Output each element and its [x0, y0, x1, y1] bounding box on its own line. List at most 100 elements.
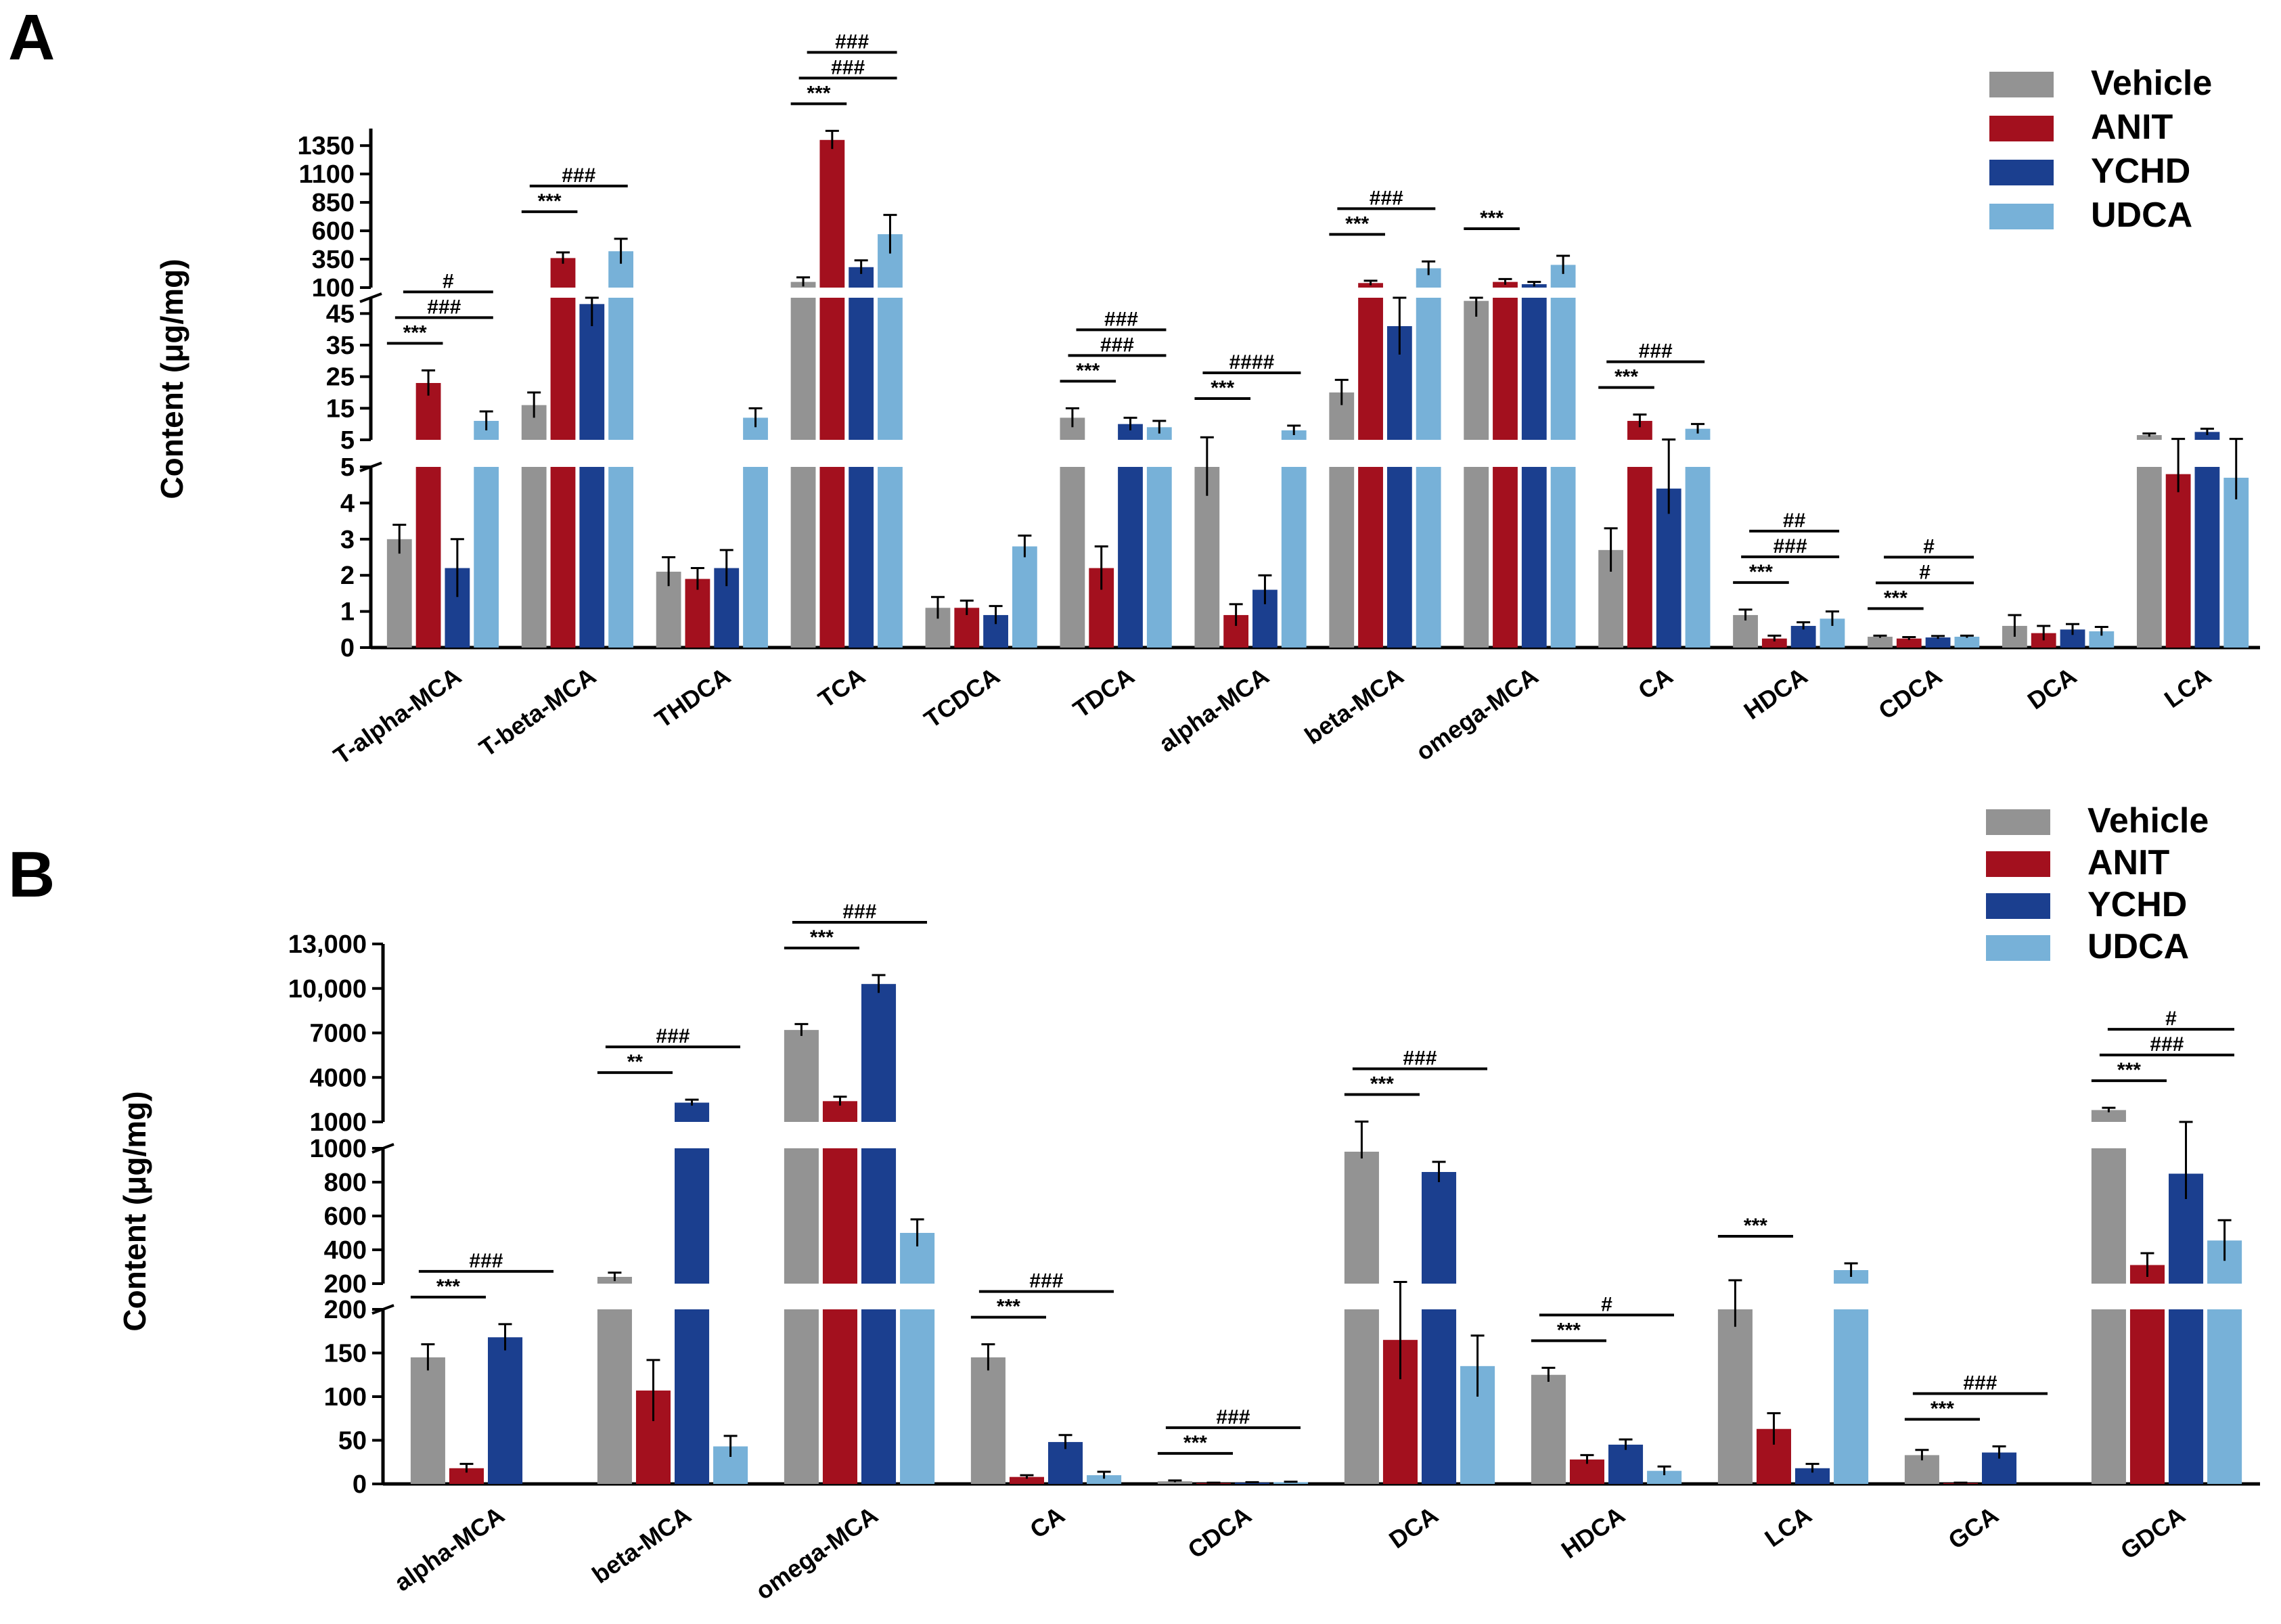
x-tick-label: beta-MCA — [587, 1501, 696, 1589]
x-tick-label: DCA — [1384, 1501, 1443, 1554]
bar-break-gap — [1343, 1284, 1380, 1309]
legend-label-anit: ANIT — [2091, 108, 2173, 147]
bar-ychd — [1608, 1444, 1644, 1484]
bar-break-gap — [473, 440, 500, 467]
y-tick-label: 200 — [324, 1296, 367, 1324]
bar-break-gap — [742, 440, 769, 467]
significance-label: *** — [1345, 212, 1369, 235]
x-tick-label: TCA — [813, 662, 870, 713]
significance-label: ### — [427, 296, 461, 318]
significance-label: # — [1919, 561, 1930, 583]
significance-label: *** — [997, 1296, 1020, 1318]
y-tick-label: 800 — [324, 1169, 367, 1197]
significance-label: ### — [2150, 1033, 2184, 1056]
x-tick-label: CDCA — [1183, 1501, 1257, 1564]
bar-anit — [1009, 1476, 1044, 1484]
y-tick-label: 35 — [326, 332, 355, 360]
bar-anit — [449, 1468, 484, 1484]
bar-break-gap — [1421, 1284, 1458, 1309]
y-tick-label: 5 — [340, 426, 355, 455]
axis-break-mark — [371, 1143, 394, 1154]
bar-break-gap — [596, 1284, 633, 1309]
bar-break-gap — [861, 1284, 897, 1309]
category-ca — [1598, 413, 1711, 648]
significance-label: *** — [1884, 587, 1907, 609]
bar-udca — [1012, 546, 1037, 648]
axis-break-mark — [359, 292, 382, 303]
bar-break-gap — [819, 288, 846, 298]
y-tick-label: 1350 — [297, 132, 355, 160]
bar-break-gap — [608, 288, 634, 298]
significance-label: ### — [842, 901, 876, 923]
bar-vehicle — [1868, 636, 1893, 648]
category-alpha-mca — [1194, 424, 1307, 648]
bar-break-gap — [861, 1122, 897, 1148]
significance-label: *** — [1076, 359, 1100, 382]
x-tick-label: DCA — [2023, 662, 2081, 715]
x-tick-label: LCA — [2159, 662, 2216, 713]
significance-label: ** — [627, 1051, 643, 1073]
legend-label-anit: ANIT — [2087, 843, 2170, 882]
significance-label: #### — [1229, 351, 1275, 374]
category-gdca — [2090, 1106, 2243, 1484]
bar-break-gap — [2129, 1284, 2165, 1309]
significance-label: ### — [1216, 1406, 1250, 1428]
bar-vehicle — [1344, 1152, 1379, 1484]
bar-ychd — [861, 984, 897, 1484]
bar-ychd — [1795, 1468, 1830, 1484]
bar-udca — [1273, 1482, 1309, 1484]
bar-break-gap — [2090, 1122, 2127, 1148]
x-tick-label: omega-MCA — [750, 1501, 883, 1605]
significance-label: ## — [1783, 510, 1806, 532]
category-tcdca — [925, 534, 1037, 648]
bar-anit — [1761, 638, 1787, 648]
bar-ychd — [2194, 432, 2220, 648]
bar-break-gap — [1328, 440, 1355, 467]
category-alpha-mca — [410, 1323, 523, 1484]
significance-label: # — [443, 270, 454, 292]
category-beta-mca — [1328, 260, 1442, 648]
bar-udca — [1954, 636, 1980, 648]
bar-break-gap — [674, 1122, 710, 1148]
y-tick-label: 4 — [340, 489, 355, 518]
bar-udca — [2223, 478, 2249, 648]
bar-ychd — [1386, 326, 1412, 648]
significance-label: # — [2165, 1008, 2177, 1030]
bar-ychd — [1048, 1442, 1083, 1484]
legend-swatch-ychd — [1986, 893, 2050, 919]
bar-break-gap — [1059, 440, 1086, 467]
y-tick-label: 850 — [312, 189, 355, 217]
bar-break-gap — [1550, 288, 1577, 298]
bar-vehicle — [1464, 300, 1489, 648]
bar-break-gap — [1550, 440, 1577, 467]
y-axis-label: Content (μg/mg) — [117, 1091, 152, 1331]
bar-vehicle — [1157, 1481, 1192, 1484]
x-tick-label: THDCA — [650, 662, 736, 734]
y-tick-label: 1 — [340, 598, 355, 627]
y-tick-label: 1100 — [299, 160, 355, 189]
significance-label: ### — [835, 30, 869, 53]
significance-label: ### — [1370, 187, 1403, 209]
legend-label-vehicle: Vehicle — [2091, 64, 2212, 103]
significance-label: *** — [538, 190, 562, 212]
bar-break-gap — [415, 440, 442, 467]
significance-label: ### — [1403, 1047, 1437, 1070]
x-tick-label: alpha-MCA — [389, 1501, 510, 1596]
bar-break-gap — [783, 1284, 819, 1309]
significance-label: ### — [1029, 1270, 1063, 1292]
bar-anit — [2165, 474, 2191, 648]
significance-label: *** — [807, 82, 830, 104]
x-tick-label: HDCA — [1739, 662, 1813, 725]
bar-udca — [1087, 1475, 1122, 1484]
axis-break-mark — [371, 1304, 394, 1315]
bar-udca — [1647, 1470, 1682, 1484]
bar-break-gap — [2090, 1284, 2127, 1309]
bar-ychd — [1790, 625, 1816, 648]
x-tick-label: beta-MCA — [1299, 662, 1408, 750]
x-tick-label: TDCA — [1068, 662, 1139, 723]
category-dca — [1343, 1121, 1495, 1484]
bar-break-gap — [1492, 440, 1518, 467]
bar-break-gap — [790, 440, 817, 467]
